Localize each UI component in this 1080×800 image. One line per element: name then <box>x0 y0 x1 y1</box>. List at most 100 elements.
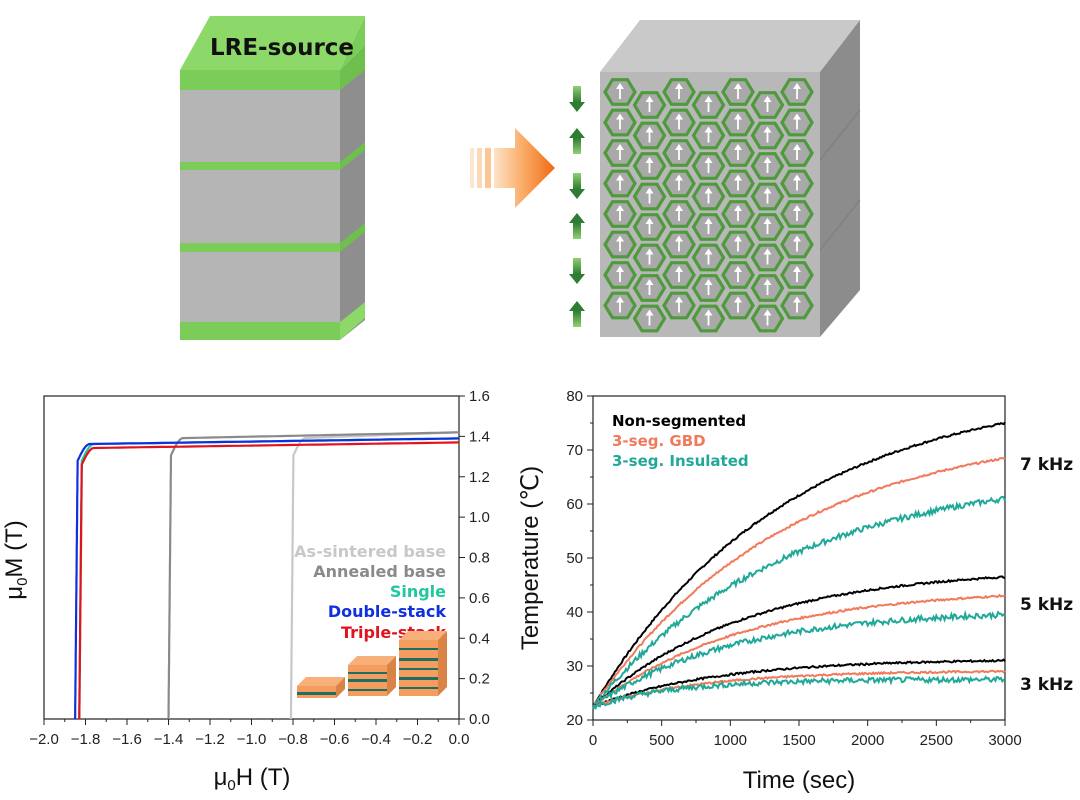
grain <box>603 200 637 228</box>
legend-entry: 3-seg. GBD <box>612 432 706 450</box>
arrow-up-icon <box>704 187 713 194</box>
arrow-up-icon <box>704 96 713 102</box>
arrow-up-icon <box>645 157 654 163</box>
arrow-up-icon <box>675 266 683 272</box>
x-tick-label: −1.0 <box>237 731 267 748</box>
x-tick-label: 0.0 <box>449 731 470 748</box>
arrow-up-icon <box>763 126 772 133</box>
grain <box>632 121 667 150</box>
arrow-up-icon <box>704 157 713 163</box>
grain <box>603 291 637 320</box>
arrow-up-icon <box>616 235 624 242</box>
legend-entry: Double-stack <box>328 602 447 621</box>
arrow-up-icon <box>763 218 772 224</box>
arrow-up-icon <box>793 144 801 150</box>
x-tick-label: −0.6 <box>320 731 350 748</box>
chart2-xlabel: Time (sec) <box>743 767 855 794</box>
grain <box>632 182 667 211</box>
grain <box>721 261 755 289</box>
x-tick-label: 0 <box>589 732 597 749</box>
grain <box>691 243 726 272</box>
y-tick-label: 1.2 <box>469 469 490 486</box>
temperature-curve <box>592 609 1006 710</box>
arrow-up-icon <box>645 248 654 255</box>
y-tick-label: 0.0 <box>469 711 490 728</box>
arrow-up-icon <box>569 301 585 327</box>
arrow-up-icon <box>734 296 742 303</box>
grain <box>750 243 785 272</box>
y-tick-label: 0.6 <box>469 590 490 607</box>
demagnetization-chart: −2.0 −1.8 −1.6 −1.4 −1.2 −1.0 −0.8 −0.6 −0.4 −0.2… <box>1 388 490 794</box>
arrow-up-icon <box>675 205 683 211</box>
grain <box>603 169 637 198</box>
y-tick-label: 70 <box>566 442 583 459</box>
source-layer-top <box>180 16 365 70</box>
source-label: LRE-source <box>210 35 354 61</box>
grain <box>662 230 696 259</box>
arrow-down-icon <box>569 86 585 112</box>
grain <box>691 121 726 150</box>
arrow-up-icon <box>616 113 624 120</box>
x-tick-label: 3000 <box>988 732 1021 749</box>
arrow-up-icon <box>616 83 624 89</box>
arrow-up-icon <box>645 96 654 102</box>
temperature-curve <box>592 495 1006 710</box>
grain <box>750 152 785 180</box>
grain <box>603 108 637 137</box>
grain <box>691 182 726 211</box>
grain-grid <box>603 78 814 333</box>
legend-entry: Annealed base <box>313 562 446 581</box>
arrow-up-icon <box>734 266 742 272</box>
source-layer-2 <box>180 162 340 170</box>
x-tick-label: −0.4 <box>361 731 391 748</box>
grain <box>662 261 696 289</box>
grain <box>750 121 785 150</box>
grain <box>780 261 814 289</box>
y-tick-label: 1.6 <box>469 388 490 405</box>
arrow-up-icon <box>675 83 683 89</box>
grain <box>721 230 755 259</box>
grain <box>750 213 785 241</box>
grain <box>780 230 814 259</box>
x-tick-label: 500 <box>649 732 674 749</box>
x-tick-label: −0.2 <box>403 731 433 748</box>
demag-curve <box>74 437 460 720</box>
temperature-curve <box>592 593 1006 707</box>
legend-entry: As-sintered base <box>294 542 446 561</box>
grain <box>721 139 755 167</box>
process-arrow-icon <box>470 128 555 208</box>
y-tick-label: 0.2 <box>469 671 490 688</box>
grain <box>780 78 814 106</box>
chart2-ylabel: Temperature (℃) <box>517 466 544 650</box>
arrow-up-icon <box>645 187 654 194</box>
y-tick-label: 30 <box>566 658 583 675</box>
magnet-block-3 <box>180 252 340 322</box>
arrow-up-icon <box>793 113 801 120</box>
arrow-up-icon <box>704 279 713 285</box>
x-tick-label: −2.0 <box>29 731 59 748</box>
frequency-label: 7 kHz <box>1020 455 1073 475</box>
arrow-up-icon <box>734 205 742 211</box>
grain <box>691 213 726 241</box>
grain <box>632 304 667 333</box>
grain <box>780 108 814 137</box>
temperature-curve <box>592 456 1006 708</box>
arrow-up-icon <box>675 144 683 150</box>
x-tick-label: −1.8 <box>71 731 101 748</box>
grain <box>662 139 696 167</box>
temperature-curve <box>592 658 1006 707</box>
arrow-up-icon <box>734 83 742 89</box>
y-tick-label: 0.4 <box>469 630 490 647</box>
grain <box>632 274 667 302</box>
grain <box>691 274 726 302</box>
grain <box>632 152 667 180</box>
grain <box>750 182 785 211</box>
y-tick-label: 20 <box>566 712 583 729</box>
grain <box>721 108 755 137</box>
arrow-up-icon <box>793 296 801 303</box>
arrow-down-icon <box>569 258 585 284</box>
arrow-down-icon <box>569 173 585 199</box>
grain <box>662 169 696 198</box>
magnet-block-1 <box>180 90 340 162</box>
arrow-up-icon <box>763 96 772 102</box>
